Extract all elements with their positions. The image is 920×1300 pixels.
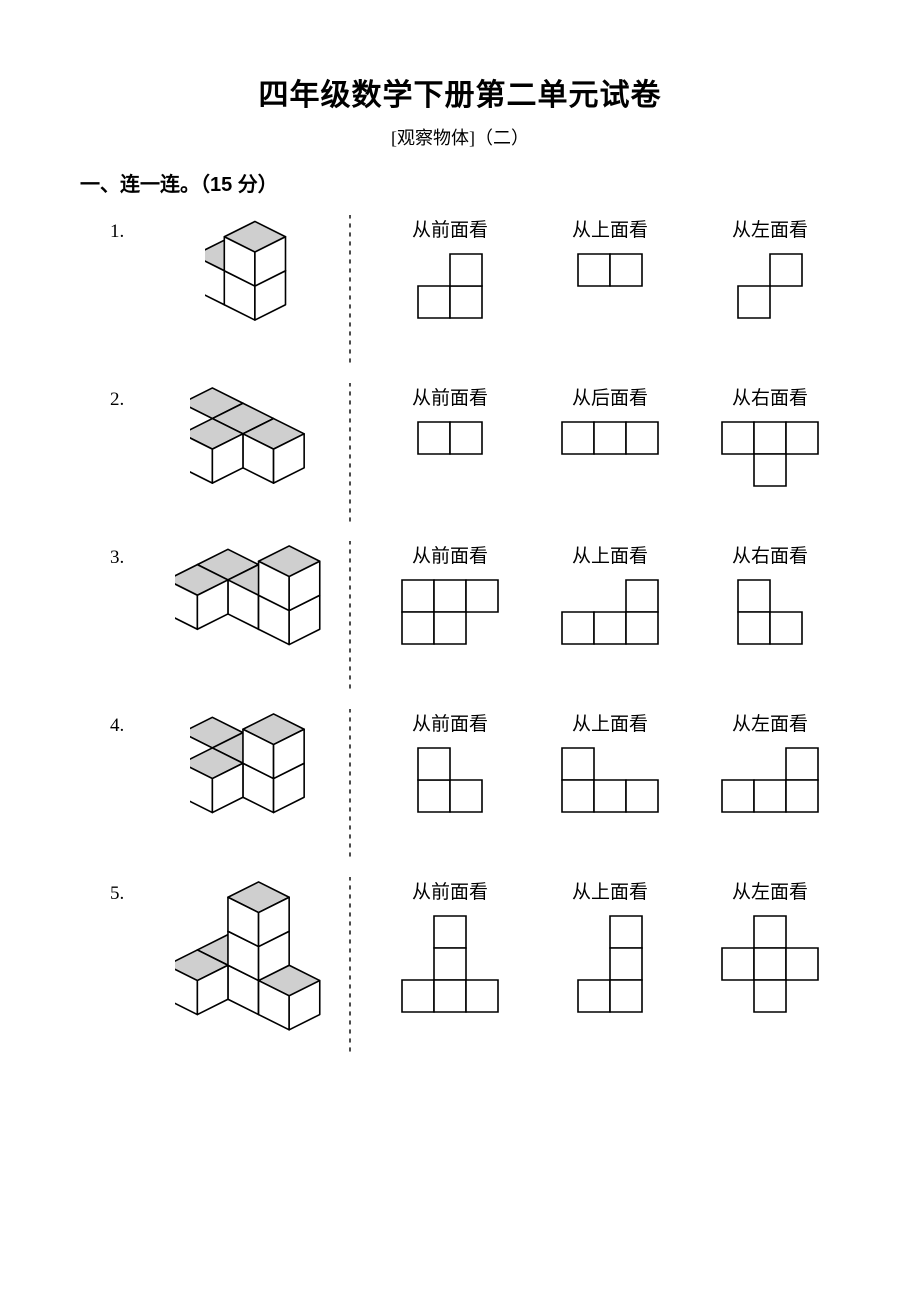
divider [340,541,360,691]
view: 从前面看 [370,709,530,814]
view-grid [400,914,500,1014]
divider [340,709,360,859]
view-label: 从上面看 [572,709,648,736]
view-label: 从左面看 [732,877,808,904]
view-grid [560,578,660,646]
questions: 1.从前面看从上面看从左面看2.从前面看从后面看从右面看3.从前面看从上面看从右… [80,215,840,1057]
view-label: 从右面看 [732,541,808,568]
view-label: 从前面看 [412,383,488,410]
view-label: 从后面看 [572,383,648,410]
divider [340,215,360,365]
isometric-figure [170,215,340,326]
view-grid [416,420,484,456]
views: 从前面看 从上面看 从左面看 [360,709,850,814]
views: 从前面看 从上面看 从左面看 [360,215,850,320]
isometric-figure [170,541,340,652]
view-grid [736,252,804,320]
view-grid [736,578,804,646]
views: 从前面看 从上面看 从右面看 [360,541,850,646]
view: 从右面看 [690,541,850,646]
question-row: 2. 从前面看 从后面看 从右面看 [80,383,840,523]
question-row: 3. 从前面看 从上面看 从右面看 [80,541,840,691]
view-label: 从前面看 [412,709,488,736]
view: 从上面看 [530,541,690,646]
question-row: 4. 从前面看 从上面看 从左面看 [80,709,840,859]
view: 从前面看 [370,215,530,320]
section-heading: 一、连一连。（15 分） [80,168,840,197]
question-row: 1. 从前面看 从上面看 从左面看 [80,215,840,365]
view-grid [576,252,644,288]
view-label: 从上面看 [572,215,648,242]
question-number: 4. [80,709,170,737]
question-row: 5. 从前面看 从上面看 从左面看 [80,877,840,1057]
question-number: 5. [80,877,170,905]
views: 从前面看 从后面看 从右面看 [360,383,850,488]
view-grid [576,914,644,1014]
isometric-figure [170,877,340,1037]
isometric-figure [170,709,340,820]
page-title: 四年级数学下册第二单元试卷 [80,70,840,114]
question-number: 3. [80,541,170,569]
view-label: 从前面看 [412,541,488,568]
view-label: 从右面看 [732,383,808,410]
question-number: 1. [80,215,170,243]
view: 从后面看 [530,383,690,488]
view-label: 从前面看 [412,877,488,904]
views: 从前面看 从上面看 从左面看 [360,877,850,1014]
page-subtitle: [观察物体]（二） [80,124,840,150]
view: 从左面看 [690,215,850,320]
question-number: 2. [80,383,170,411]
view-grid [720,420,820,488]
view-label: 从左面看 [732,709,808,736]
view: 从右面看 [690,383,850,488]
isometric-figure [170,383,340,490]
view: 从上面看 [530,215,690,320]
view-grid [416,746,484,814]
view-grid [720,746,820,814]
view-label: 从上面看 [572,877,648,904]
view-grid [560,746,660,814]
view-label: 从左面看 [732,215,808,242]
view: 从左面看 [690,877,850,1014]
view-label: 从上面看 [572,541,648,568]
view-label: 从前面看 [412,215,488,242]
view: 从左面看 [690,709,850,814]
view: 从前面看 [370,877,530,1014]
view-grid [720,914,820,1014]
view-grid [560,420,660,456]
view: 从前面看 [370,383,530,488]
view-grid [416,252,484,320]
view: 从上面看 [530,877,690,1014]
view: 从上面看 [530,709,690,814]
divider [340,877,360,1057]
view-grid [400,578,500,646]
divider [340,383,360,523]
view: 从前面看 [370,541,530,646]
